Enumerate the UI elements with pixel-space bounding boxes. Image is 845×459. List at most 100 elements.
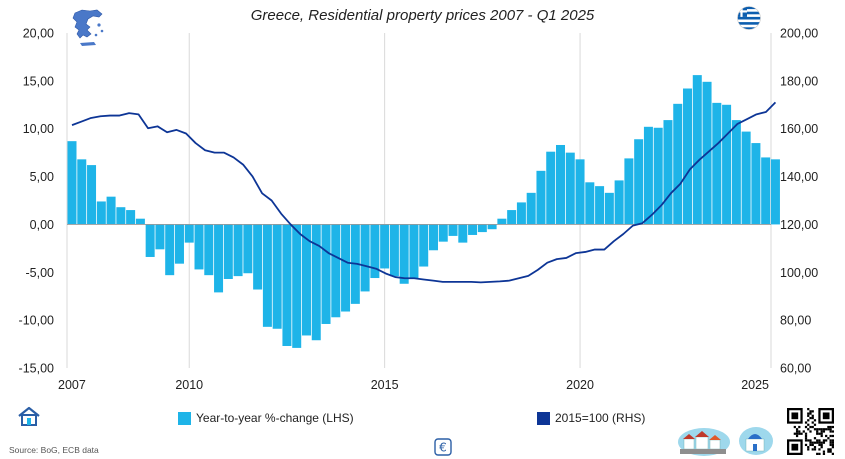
bar bbox=[673, 103, 683, 225]
bar bbox=[214, 224, 224, 293]
bar bbox=[243, 224, 253, 274]
x-axis: 2007 2010 2015 2020 2025 bbox=[58, 378, 769, 392]
qr-code-icon bbox=[787, 408, 834, 455]
right-tick-label: 60,00 bbox=[780, 362, 811, 376]
bar bbox=[67, 141, 77, 225]
bar bbox=[155, 224, 165, 250]
bar bbox=[438, 224, 448, 242]
bar bbox=[585, 182, 595, 225]
bar bbox=[272, 224, 282, 329]
bar bbox=[165, 224, 175, 276]
bars bbox=[67, 75, 780, 348]
bar bbox=[692, 75, 702, 225]
left-tick-label: -15,00 bbox=[19, 362, 54, 376]
bar bbox=[458, 224, 468, 243]
bar bbox=[477, 224, 487, 233]
bar bbox=[341, 224, 351, 312]
right-tick-label: 120,00 bbox=[780, 218, 818, 232]
bar bbox=[575, 159, 585, 225]
bar bbox=[419, 224, 429, 267]
right-tick-label: 180,00 bbox=[780, 74, 818, 88]
bar bbox=[331, 224, 341, 318]
bar bbox=[556, 144, 565, 225]
x-tick-label: 2015 bbox=[371, 378, 399, 392]
bar bbox=[360, 224, 370, 292]
bar bbox=[741, 131, 751, 225]
x-tick-label: 2010 bbox=[175, 378, 203, 392]
right-tick-label: 100,00 bbox=[780, 266, 818, 280]
bar bbox=[233, 224, 243, 277]
left-tick-label: 5,00 bbox=[30, 170, 54, 184]
bar bbox=[223, 224, 233, 279]
bar bbox=[116, 207, 126, 225]
bar bbox=[126, 210, 136, 225]
house-icon bbox=[18, 406, 40, 426]
bar bbox=[468, 224, 478, 235]
chart-title: Greece, Residential property prices 2007… bbox=[250, 7, 595, 24]
left-tick-label: 10,00 bbox=[23, 122, 54, 136]
bar bbox=[507, 210, 517, 225]
right-tick-label: 140,00 bbox=[780, 170, 818, 184]
bar bbox=[683, 88, 693, 225]
bar bbox=[604, 192, 614, 225]
bar bbox=[761, 157, 771, 225]
village-illustration-icon bbox=[678, 427, 773, 456]
bar bbox=[184, 224, 194, 243]
left-tick-label: -10,00 bbox=[19, 314, 54, 328]
bar bbox=[614, 180, 624, 225]
greece-map-icon bbox=[72, 9, 104, 46]
bar bbox=[595, 186, 605, 225]
bar bbox=[77, 159, 87, 225]
bar bbox=[106, 196, 116, 225]
bar bbox=[96, 201, 106, 225]
bar bbox=[194, 224, 204, 270]
bar bbox=[565, 152, 575, 225]
bar bbox=[399, 224, 409, 284]
x-tick-label: 2025 bbox=[741, 378, 769, 392]
bar bbox=[487, 224, 497, 230]
bar bbox=[428, 224, 438, 251]
bar bbox=[204, 224, 214, 276]
left-tick-label: -5,00 bbox=[26, 266, 55, 280]
bar bbox=[321, 224, 331, 324]
left-tick-label: 15,00 bbox=[23, 74, 54, 88]
bar bbox=[663, 120, 673, 225]
chart: 20,00 15,00 10,00 5,00 0,00 -5,00 -10,00 -15,00… bbox=[19, 27, 819, 393]
bar bbox=[409, 224, 419, 279]
right-tick-label: 200,00 bbox=[780, 27, 818, 41]
bar bbox=[389, 224, 399, 277]
bar bbox=[751, 143, 761, 225]
bar bbox=[643, 126, 653, 225]
bar bbox=[174, 224, 184, 264]
legend-swatch-bars bbox=[178, 411, 191, 425]
bar bbox=[624, 158, 634, 225]
bar bbox=[380, 224, 390, 269]
index-line bbox=[71, 101, 777, 284]
bar bbox=[135, 218, 145, 225]
bar bbox=[653, 127, 663, 225]
bar bbox=[770, 159, 780, 225]
bar bbox=[292, 224, 302, 348]
legend-label-bars: Year-to-year %-change (LHS) bbox=[196, 411, 354, 425]
left-axis: 20,00 15,00 10,00 5,00 0,00 -5,00 -10,00 -15,00 bbox=[19, 27, 55, 376]
bar bbox=[536, 170, 546, 225]
legend-swatch-line bbox=[537, 411, 550, 425]
bar bbox=[282, 224, 292, 346]
legend-label-line: 2015=100 (RHS) bbox=[555, 411, 646, 425]
bar bbox=[262, 224, 272, 327]
bar bbox=[516, 202, 526, 225]
bar bbox=[87, 165, 97, 225]
left-tick-label: 0,00 bbox=[30, 218, 54, 232]
source-note: Source: BoG, ECB data bbox=[9, 445, 99, 455]
euro-icon: € bbox=[434, 438, 452, 456]
bar bbox=[526, 192, 536, 225]
x-tick-label: 2020 bbox=[566, 378, 594, 392]
bar bbox=[497, 218, 507, 225]
bar bbox=[370, 224, 380, 279]
bar bbox=[448, 224, 458, 236]
bar bbox=[731, 120, 741, 225]
bar bbox=[712, 102, 722, 225]
bar bbox=[145, 224, 155, 257]
greece-flag-icon bbox=[737, 6, 761, 30]
left-tick-label: 20,00 bbox=[23, 27, 54, 41]
